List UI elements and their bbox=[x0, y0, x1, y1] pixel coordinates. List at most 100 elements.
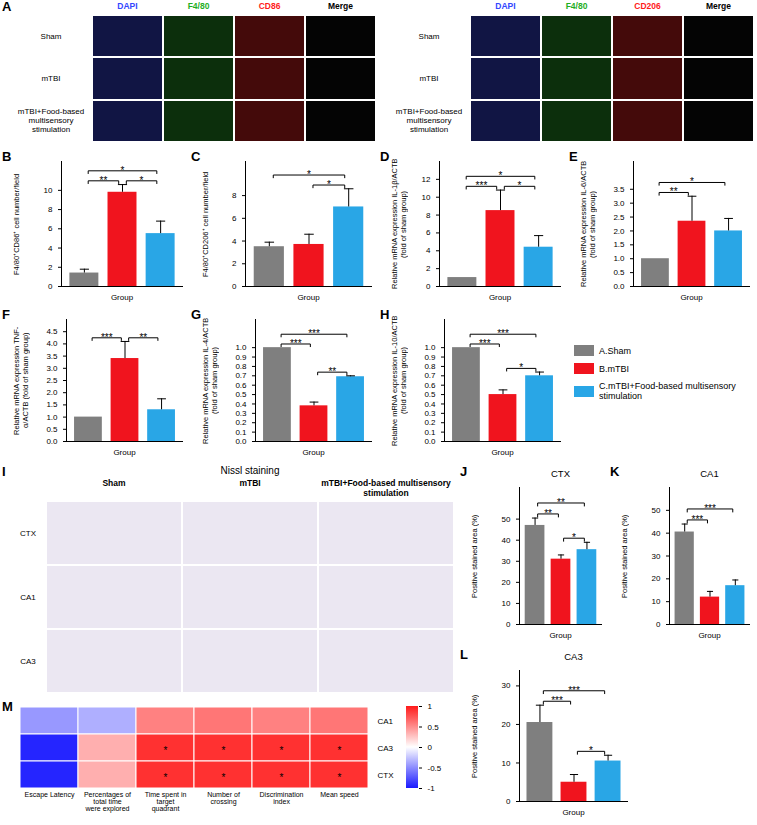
svg-text:1.0: 1.0 bbox=[424, 343, 436, 352]
svg-text:3.5: 3.5 bbox=[46, 352, 58, 361]
svg-text:*: * bbox=[280, 772, 284, 783]
svg-text:*: * bbox=[572, 532, 576, 543]
svg-text:0.0: 0.0 bbox=[424, 437, 436, 446]
svg-text:4.5: 4.5 bbox=[46, 327, 58, 336]
svg-text:4.0: 4.0 bbox=[46, 339, 58, 348]
svg-text:2.5: 2.5 bbox=[613, 213, 625, 222]
svg-text:0: 0 bbox=[426, 282, 431, 291]
svg-text:Percentages oftotal timewere e: Percentages oftotal timewere explored bbox=[84, 791, 131, 813]
svg-text:*: * bbox=[690, 176, 694, 187]
svg-text:***: *** bbox=[551, 695, 563, 706]
svg-text:1: 1 bbox=[428, 702, 433, 711]
svg-text:1.5: 1.5 bbox=[613, 240, 625, 249]
svg-text:2: 2 bbox=[232, 259, 237, 268]
svg-text:6: 6 bbox=[48, 224, 53, 233]
svg-text:10: 10 bbox=[652, 597, 661, 606]
svg-text:8: 8 bbox=[48, 205, 53, 214]
svg-text:0.4: 0.4 bbox=[235, 400, 247, 409]
svg-text:*: * bbox=[499, 170, 503, 181]
svg-text:Number ofcrossing: Number ofcrossing bbox=[207, 791, 240, 806]
svg-text:0.3: 0.3 bbox=[235, 409, 247, 418]
svg-text:40: 40 bbox=[502, 536, 511, 545]
svg-text:*: * bbox=[222, 745, 226, 756]
svg-text:1.0: 1.0 bbox=[46, 413, 58, 422]
svg-text:0.5: 0.5 bbox=[235, 390, 247, 399]
svg-text:***: *** bbox=[497, 328, 509, 339]
svg-text:0: 0 bbox=[232, 282, 237, 291]
svg-text:10: 10 bbox=[502, 759, 511, 768]
svg-text:***: *** bbox=[308, 328, 320, 339]
svg-text:4: 4 bbox=[426, 246, 431, 255]
svg-text:0.6: 0.6 bbox=[235, 381, 247, 390]
svg-text:20: 20 bbox=[502, 720, 511, 729]
svg-text:*: * bbox=[589, 745, 593, 756]
svg-text:**: ** bbox=[100, 175, 108, 186]
svg-text:30: 30 bbox=[502, 681, 511, 690]
svg-text:**: ** bbox=[557, 497, 565, 508]
svg-text:10: 10 bbox=[502, 599, 511, 608]
svg-text:Time spent intargetquadrant: Time spent intargetquadrant bbox=[145, 791, 187, 813]
svg-text:-1: -1 bbox=[428, 784, 436, 793]
svg-text:0.5: 0.5 bbox=[613, 268, 625, 277]
svg-text:*: * bbox=[164, 772, 168, 783]
svg-text:0: 0 bbox=[656, 620, 661, 629]
svg-text:0.9: 0.9 bbox=[235, 353, 247, 362]
svg-text:***: *** bbox=[568, 685, 580, 696]
svg-text:8: 8 bbox=[426, 211, 431, 220]
svg-text:1.0: 1.0 bbox=[613, 254, 625, 263]
svg-text:20: 20 bbox=[502, 578, 511, 587]
svg-text:**: ** bbox=[328, 366, 336, 377]
svg-text:***: *** bbox=[704, 503, 716, 514]
svg-text:50: 50 bbox=[652, 506, 661, 515]
svg-text:***: *** bbox=[692, 514, 704, 525]
svg-text:0.6: 0.6 bbox=[424, 381, 436, 390]
svg-text:8: 8 bbox=[232, 191, 237, 200]
svg-text:*: * bbox=[280, 745, 284, 756]
svg-text:**: ** bbox=[139, 332, 147, 343]
svg-text:6: 6 bbox=[232, 214, 237, 223]
svg-text:1.5: 1.5 bbox=[46, 400, 58, 409]
svg-text:-0.5: -0.5 bbox=[428, 764, 442, 773]
svg-text:*: * bbox=[140, 175, 144, 186]
svg-text:0.0: 0.0 bbox=[46, 437, 58, 446]
svg-text:2.5: 2.5 bbox=[46, 376, 58, 385]
svg-text:0.5: 0.5 bbox=[428, 723, 440, 732]
svg-text:0.7: 0.7 bbox=[424, 371, 436, 380]
svg-text:2: 2 bbox=[426, 264, 431, 273]
svg-text:CTX: CTX bbox=[378, 771, 395, 780]
svg-text:*: * bbox=[519, 362, 523, 373]
svg-text:0.9: 0.9 bbox=[424, 353, 436, 362]
svg-text:20: 20 bbox=[652, 574, 661, 583]
svg-text:30: 30 bbox=[502, 557, 511, 566]
svg-text:4: 4 bbox=[48, 244, 53, 253]
svg-text:*: * bbox=[121, 165, 125, 176]
svg-text:0: 0 bbox=[506, 797, 511, 806]
svg-text:0: 0 bbox=[428, 743, 433, 752]
svg-text:0.3: 0.3 bbox=[424, 409, 436, 418]
svg-text:*: * bbox=[338, 772, 342, 783]
svg-text:*: * bbox=[518, 180, 522, 191]
svg-text:*: * bbox=[307, 169, 311, 180]
svg-text:0.0: 0.0 bbox=[613, 282, 625, 291]
svg-text:50: 50 bbox=[502, 515, 511, 524]
svg-text:0.1: 0.1 bbox=[235, 428, 247, 437]
svg-text:10: 10 bbox=[422, 193, 431, 202]
svg-text:***: *** bbox=[290, 338, 302, 349]
svg-text:0.1: 0.1 bbox=[424, 428, 436, 437]
svg-text:Discriminationindex: Discriminationindex bbox=[260, 791, 304, 805]
svg-text:2.0: 2.0 bbox=[613, 227, 625, 236]
svg-text:0.2: 0.2 bbox=[424, 418, 436, 427]
svg-text:**: ** bbox=[670, 186, 678, 197]
svg-text:*: * bbox=[327, 179, 331, 190]
svg-text:0: 0 bbox=[506, 620, 511, 629]
svg-text:0.0: 0.0 bbox=[235, 437, 247, 446]
svg-text:CA3: CA3 bbox=[378, 744, 394, 753]
svg-text:2.0: 2.0 bbox=[46, 388, 58, 397]
svg-text:30: 30 bbox=[652, 552, 661, 561]
svg-text:*: * bbox=[338, 745, 342, 756]
svg-text:0.5: 0.5 bbox=[424, 390, 436, 399]
svg-text:12: 12 bbox=[422, 175, 431, 184]
svg-text:CA1: CA1 bbox=[378, 717, 394, 726]
svg-text:*: * bbox=[222, 772, 226, 783]
svg-text:3.0: 3.0 bbox=[613, 199, 625, 208]
